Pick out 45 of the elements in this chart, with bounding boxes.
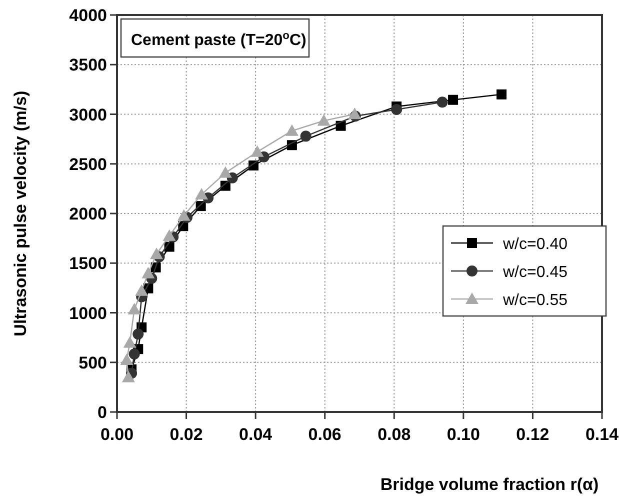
x-tick-label: 0.14 xyxy=(585,425,620,444)
point xyxy=(128,302,141,314)
x-tick-label: 0.06 xyxy=(308,425,342,444)
point xyxy=(142,266,155,278)
y-tick-label: 4000 xyxy=(69,6,107,25)
y-tick-label: 1000 xyxy=(69,304,107,323)
y-tick-label: 2500 xyxy=(69,154,107,174)
point xyxy=(300,130,312,142)
point xyxy=(132,328,144,340)
y-tick-label: 500 xyxy=(78,353,107,372)
point xyxy=(317,114,330,126)
x-tick-label: 0.10 xyxy=(446,425,480,444)
point xyxy=(218,166,232,178)
point xyxy=(128,348,140,360)
point xyxy=(162,229,176,241)
point xyxy=(448,94,458,105)
point xyxy=(122,370,135,382)
point xyxy=(195,188,208,200)
point xyxy=(391,104,402,115)
y-tick-label: 3500 xyxy=(69,56,107,75)
y-tick-label: 0 xyxy=(98,403,107,422)
point xyxy=(120,353,134,365)
y-axis-title: Ultrasonic pulse velocity (m/s) xyxy=(11,90,30,336)
point xyxy=(150,248,163,260)
point xyxy=(436,96,448,108)
point xyxy=(123,336,136,348)
y-tick-label: 2000 xyxy=(69,204,107,224)
y-tick-label: 1500 xyxy=(69,254,107,274)
x-tick-label: 0.12 xyxy=(516,425,550,444)
legend-label: w/c=0.45 xyxy=(502,264,568,281)
y-tick-label: 3000 xyxy=(69,105,107,124)
point xyxy=(135,284,148,296)
legend-label: w/c=0.55 xyxy=(502,292,568,309)
annotation: Cement paste (T=20$^{o}$C) xyxy=(131,30,306,49)
x-axis-title: Bridge volume fraction r(α) xyxy=(380,475,599,494)
x-tick-label: 0.08 xyxy=(378,425,411,444)
x-tick-label: 0.04 xyxy=(239,425,273,444)
legend-label: w/c=0.40 xyxy=(502,236,568,253)
point xyxy=(250,145,264,157)
point xyxy=(496,89,507,100)
x-tick-label: 0.02 xyxy=(170,425,203,444)
point xyxy=(285,124,298,136)
x-tick-label: 0.00 xyxy=(100,425,134,444)
point xyxy=(348,108,362,120)
point xyxy=(177,209,190,221)
